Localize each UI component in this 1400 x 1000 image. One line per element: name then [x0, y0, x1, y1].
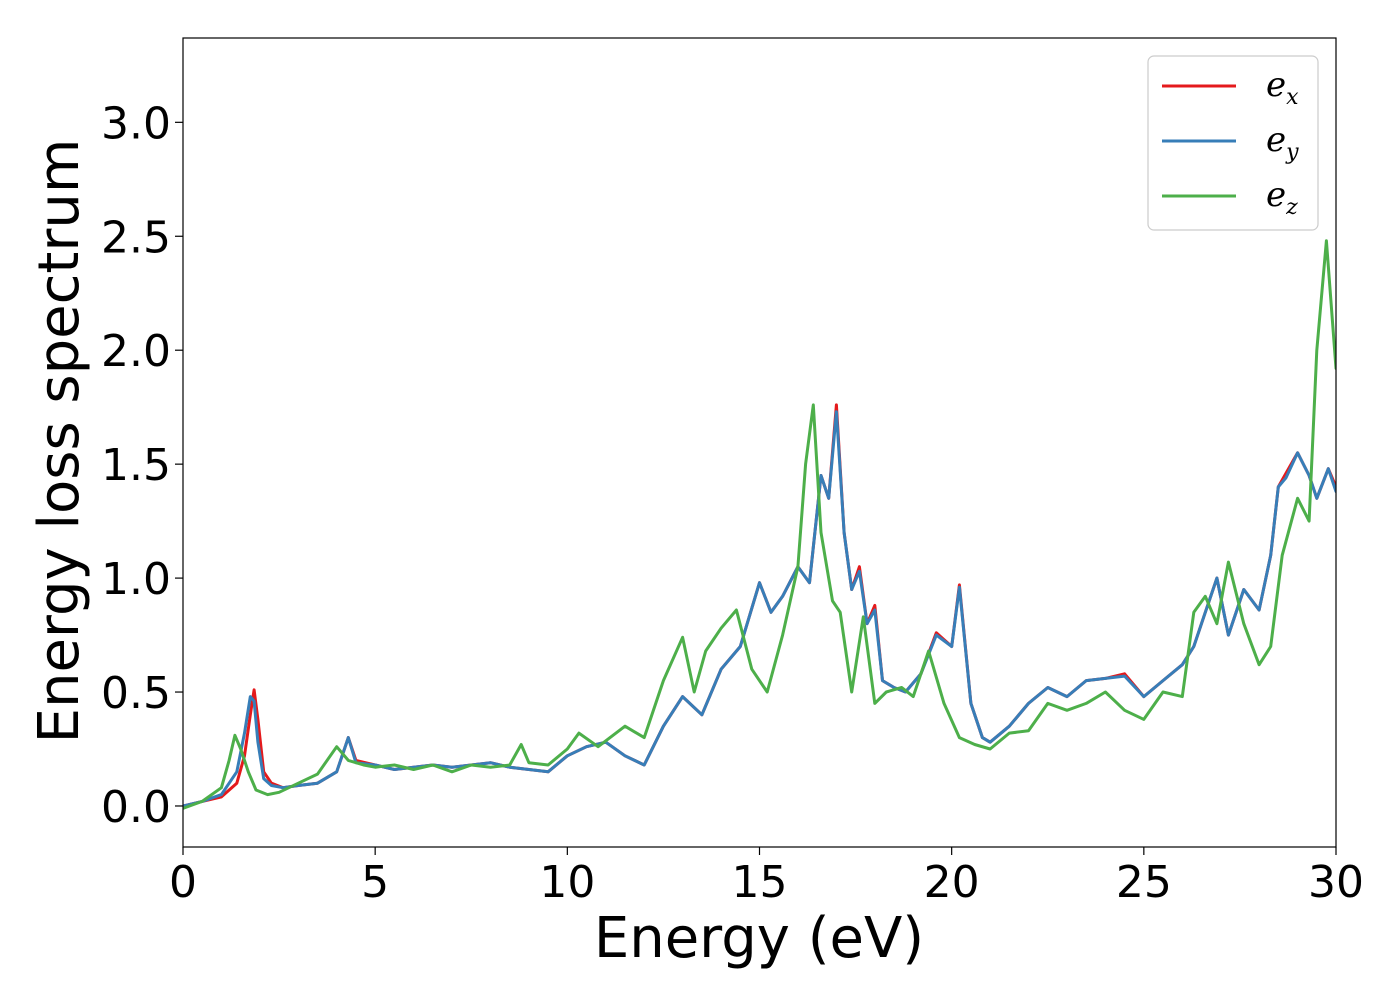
- y-axis-label: Energy loss spectrum: [27, 139, 92, 744]
- x-tick-label: 15: [732, 857, 788, 908]
- legend-box: [1147, 55, 1319, 231]
- y-tick-label: 3.0: [101, 98, 171, 149]
- axes-layer: 0 5 10 15 20 25 30 0.0 0.5 1.0 1.5 2.0 2.5 3.0: [101, 37, 1364, 908]
- x-axis-label: Energy (eV): [594, 906, 924, 971]
- series-layer: [183, 239, 1336, 810]
- y-tick-label: 1.0: [101, 554, 171, 605]
- y-tick-label: 0.0: [101, 782, 171, 833]
- y-tick-label: 1.5: [101, 440, 171, 491]
- x-tick-label: 10: [539, 857, 595, 908]
- y-tick-label: 2.5: [101, 212, 171, 263]
- legend-label-z: ez: [1266, 175, 1298, 220]
- x-tick-label: 30: [1308, 857, 1364, 908]
- legend-label-y: ey: [1266, 120, 1299, 165]
- x-tick-label: 5: [361, 857, 389, 908]
- legend-label-x: ex: [1266, 65, 1299, 110]
- legend: ex ey ez: [1147, 55, 1319, 231]
- series-line-z: [183, 239, 1336, 810]
- x-tick-label: 0: [169, 857, 197, 908]
- plot-background: [183, 38, 1336, 847]
- x-tick-label: 20: [924, 857, 980, 908]
- y-tick-label: 0.5: [101, 668, 171, 719]
- x-tick-label: 25: [1116, 857, 1172, 908]
- y-tick-label: 2.0: [101, 326, 171, 377]
- plot-area: [183, 38, 1336, 847]
